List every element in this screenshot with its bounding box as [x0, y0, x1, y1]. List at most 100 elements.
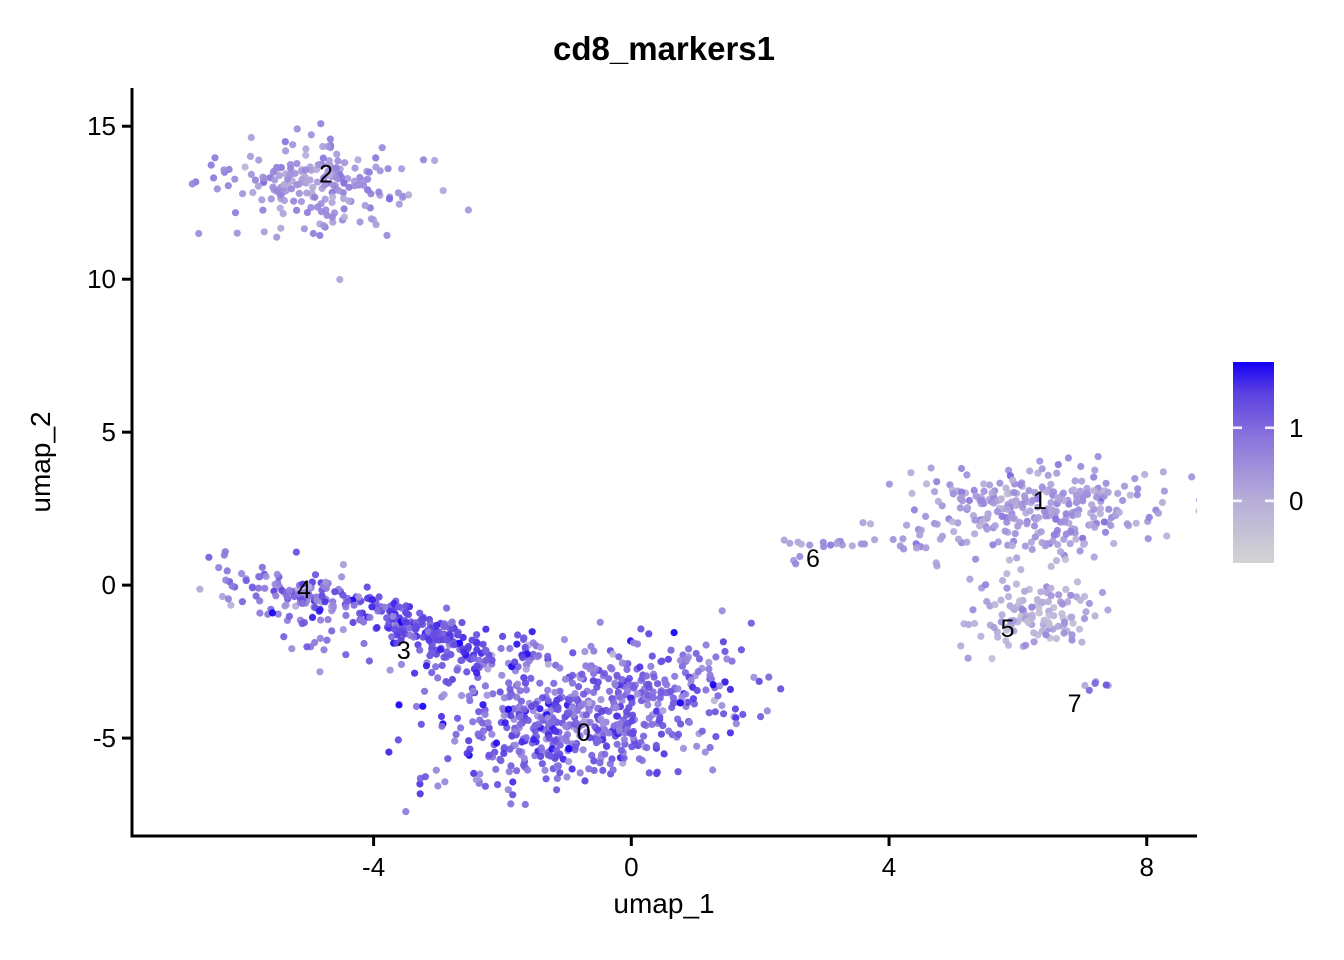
data-point [931, 488, 939, 496]
data-point [385, 748, 393, 756]
data-point [402, 602, 410, 610]
data-point [360, 639, 368, 648]
data-point [520, 634, 528, 642]
data-point [383, 231, 391, 239]
data-point [1028, 603, 1036, 611]
data-point [520, 674, 528, 682]
data-point [659, 707, 667, 715]
data-point [643, 672, 651, 680]
data-point [1033, 596, 1041, 604]
data-point [545, 734, 553, 742]
data-point [326, 171, 334, 179]
data-point [363, 186, 372, 194]
data-point [267, 195, 275, 203]
data-point [714, 692, 722, 700]
data-point [991, 522, 999, 530]
data-point [702, 686, 710, 694]
data-point [260, 174, 268, 182]
data-point [806, 541, 814, 549]
data-point [1205, 519, 1212, 526]
data-point [397, 628, 405, 636]
plot-title: cd8_markers1 [553, 30, 775, 67]
data-point [689, 695, 698, 703]
data-point [482, 625, 490, 633]
data-point [324, 142, 332, 151]
data-point [694, 668, 702, 676]
data-point [718, 607, 726, 615]
cluster-label-7: 7 [1068, 690, 1082, 718]
data-point [605, 687, 614, 695]
data-point [993, 508, 1002, 516]
data-point [259, 206, 267, 214]
data-point [933, 520, 941, 528]
data-point [963, 471, 971, 479]
data-point [498, 671, 506, 679]
data-point [386, 666, 394, 674]
data-point [1102, 681, 1110, 689]
data-point [578, 670, 586, 678]
data-point [384, 165, 392, 173]
data-point [504, 786, 512, 794]
data-point [693, 686, 701, 695]
data-point [307, 131, 315, 139]
data-point [499, 632, 507, 641]
data-point [657, 658, 665, 666]
data-point [1196, 497, 1197, 502]
data-point [551, 736, 559, 745]
data-point [311, 571, 320, 579]
data-point [231, 175, 239, 183]
data-point [484, 665, 492, 673]
data-point [1145, 513, 1153, 522]
data-point [224, 182, 232, 190]
data-point [1076, 547, 1084, 555]
data-point [505, 768, 513, 776]
data-point [1090, 553, 1098, 561]
y-tick-label: 10 [87, 264, 116, 294]
data-point [1054, 461, 1062, 469]
cluster-label-1: 1 [1033, 487, 1047, 515]
data-point [885, 480, 894, 488]
data-point [261, 584, 269, 592]
data-point [678, 693, 686, 701]
data-point [332, 164, 340, 172]
data-point [222, 576, 230, 584]
data-point [528, 628, 536, 636]
data-point [308, 613, 317, 622]
data-point [496, 688, 504, 696]
data-point [661, 679, 670, 687]
x-tick-label: 8 [1140, 852, 1154, 882]
data-point [977, 632, 985, 640]
data-point [484, 719, 492, 727]
data-point [328, 627, 336, 635]
data-point [702, 641, 710, 649]
data-point [674, 730, 683, 739]
data-point [561, 675, 570, 683]
data-point [649, 688, 657, 696]
data-point [488, 730, 496, 738]
data-point [1043, 488, 1051, 496]
data-point [1041, 542, 1049, 550]
data-point [571, 695, 580, 703]
data-point [1016, 597, 1024, 605]
y-tick-label: 0 [102, 570, 116, 600]
data-point [674, 685, 682, 693]
data-point [356, 609, 364, 617]
data-point [1069, 619, 1077, 627]
data-point [598, 707, 606, 716]
data-point [341, 159, 349, 167]
data-point [465, 737, 473, 745]
data-point [833, 540, 841, 548]
data-point [500, 712, 508, 720]
data-point [647, 662, 655, 671]
data-point [579, 700, 587, 708]
data-point [349, 618, 357, 627]
data-point [1154, 509, 1162, 517]
data-point [625, 680, 633, 689]
data-point [274, 610, 282, 618]
data-point [323, 636, 331, 644]
data-point [1031, 488, 1039, 496]
data-point [709, 681, 717, 689]
data-point [1131, 475, 1139, 483]
data-point [643, 744, 651, 752]
data-point [936, 535, 945, 543]
